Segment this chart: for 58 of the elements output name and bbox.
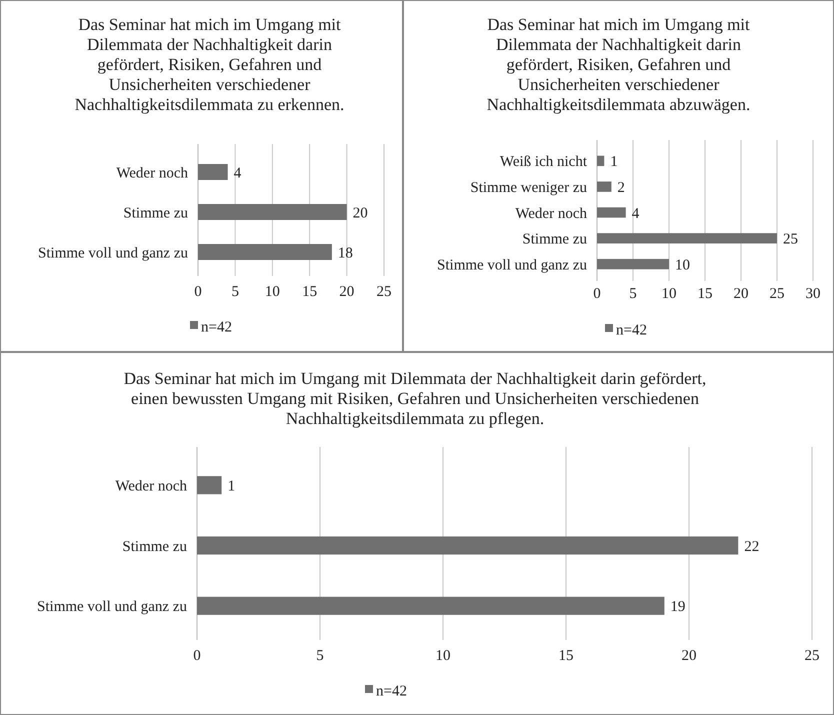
data-label: 20 <box>352 205 368 222</box>
bar <box>197 536 738 555</box>
data-label: 19 <box>670 599 686 616</box>
y-tick-label: Stimme zu <box>522 232 588 248</box>
bar <box>198 164 228 180</box>
chart-title: Das Seminar hat mich im Umgang mit Dilemmata der Nachhaltigkeit darin gefördert, Risiken, Gefahren und Unsicherheiten verschiedener Nachhaltigkeitsdilemmata abzuwägen. <box>486 15 750 114</box>
data-label: 18 <box>338 245 353 262</box>
bar <box>198 244 332 260</box>
y-tick-label: Stimme voll und ganz zu <box>37 599 188 616</box>
x-tick-label: 5 <box>316 648 324 664</box>
y-tick-label: Weiß ich nicht <box>500 154 588 170</box>
chart-title: Das Seminar hat mich im Umgang mit Dilemmata der Nachhaltigkeit darin gefördert, Risiken, Gefahren und Unsicherheiten verschiedener Nachhaltigkeitsdilemmata zu erkennen. <box>74 15 344 114</box>
x-tick-label: 30 <box>806 286 820 302</box>
x-tick-label: 5 <box>231 284 239 300</box>
x-tick-label: 0 <box>193 648 201 664</box>
x-tick-label: 15 <box>698 286 712 302</box>
x-tick-label: 15 <box>558 648 574 664</box>
bar <box>597 207 626 218</box>
data-label: 1 <box>610 154 618 170</box>
bar <box>197 476 222 494</box>
x-tick-label: 5 <box>629 286 637 302</box>
bar <box>597 156 604 166</box>
x-tick-label: 25 <box>804 648 820 664</box>
y-tick-label: Weder noch <box>116 165 188 182</box>
data-label: 22 <box>744 538 760 555</box>
data-label: 1 <box>228 478 236 494</box>
x-tick-label: 15 <box>302 284 318 300</box>
x-tick-label: 20 <box>682 648 696 664</box>
bar <box>597 182 612 192</box>
x-tick-label: 0 <box>593 286 601 302</box>
y-tick-label: Weder noch <box>515 206 588 222</box>
x-tick-label: 0 <box>194 284 202 300</box>
data-label: 10 <box>675 257 690 274</box>
x-tick-label: 10 <box>662 286 676 302</box>
bar <box>198 204 347 220</box>
data-label: 2 <box>617 180 625 196</box>
legend-label: n=42 <box>376 683 407 700</box>
x-tick-label: 10 <box>436 648 450 664</box>
x-tick-label: 10 <box>264 284 280 300</box>
y-tick-label: Stimme voll und ganz zu <box>437 257 588 274</box>
x-tick-label: 25 <box>376 284 392 300</box>
legend-label: n=42 <box>616 322 647 338</box>
x-tick-label: 20 <box>734 286 748 302</box>
bar <box>597 233 777 244</box>
data-label: 25 <box>783 232 798 248</box>
y-tick-label: Stimme weniger zu <box>470 180 588 196</box>
bar <box>597 258 669 270</box>
y-tick-label: Stimme zu <box>122 538 188 555</box>
data-label: 4 <box>234 165 242 182</box>
y-tick-label: Weder noch <box>115 478 188 494</box>
y-tick-label: Stimme zu <box>123 205 188 222</box>
x-tick-label: 20 <box>339 284 354 300</box>
legend-label: n=42 <box>201 319 232 336</box>
x-tick-label: 25 <box>770 286 784 302</box>
chart-title: Das Seminar hat mich im Umgang mit Dilemmata der Nachhaltigkeit darin gefördert, einen bewussten Umgang mit Risiken, Gefahren und Unsicherheiten verschiedenen Nachhaltigkeitsdilemmata zu pflegen. <box>124 369 706 428</box>
bar <box>197 596 664 615</box>
data-label: 4 <box>632 206 640 222</box>
y-tick-label: Stimme voll und ganz zu <box>38 245 188 262</box>
